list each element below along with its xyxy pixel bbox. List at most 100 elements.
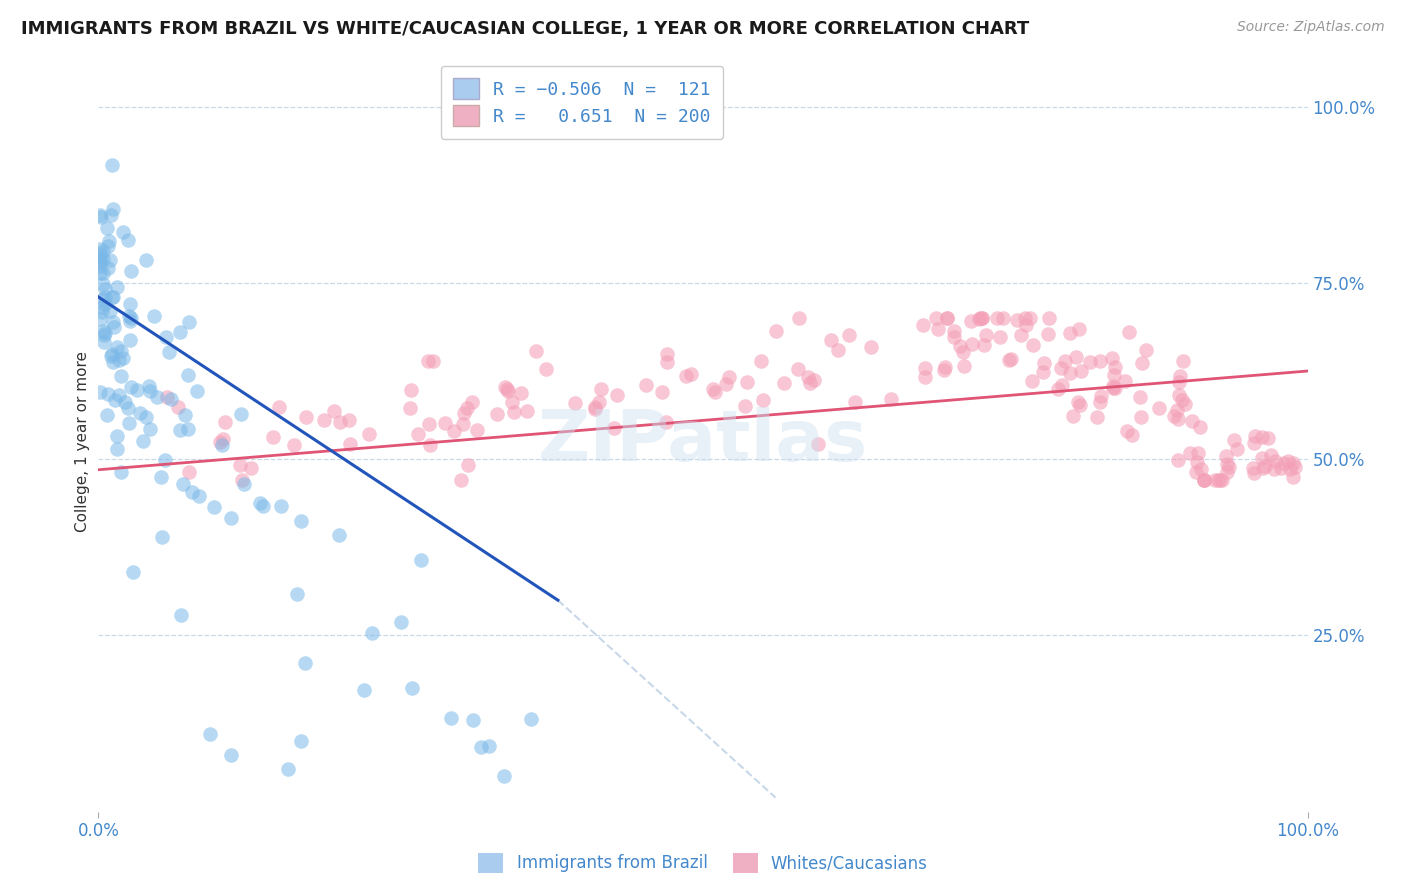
Point [1226, 442, 1249, 457]
Legend: R = −0.506  N =  121, R =   0.651  N = 200: R = −0.506 N = 121, R = 0.651 N = 200 [441, 66, 723, 139]
Point [714, 376, 737, 391]
Point [1264, 454, 1286, 468]
Point [1033, 356, 1056, 370]
Point [986, 311, 1008, 326]
Point [101, 202, 124, 216]
Point [107, 353, 129, 368]
Point [1168, 376, 1191, 390]
Point [239, 461, 262, 475]
Point [534, 361, 557, 376]
Point [1104, 381, 1126, 395]
Point [1069, 398, 1091, 412]
Point [838, 328, 860, 343]
Point [328, 527, 350, 541]
Point [312, 413, 335, 427]
Point [1015, 318, 1038, 332]
Point [277, 763, 299, 777]
Point [90, 211, 112, 225]
Point [457, 458, 479, 472]
Point [1171, 353, 1194, 368]
Point [844, 395, 866, 409]
Point [1215, 449, 1237, 463]
Point [1005, 313, 1028, 327]
Point [108, 388, 131, 402]
Point [486, 408, 509, 422]
Point [1059, 326, 1081, 340]
Point [157, 344, 180, 359]
Point [90, 305, 112, 319]
Point [1163, 409, 1185, 423]
Point [91, 292, 114, 306]
Point [152, 531, 174, 545]
Point [973, 338, 995, 352]
Point [1114, 374, 1136, 388]
Point [232, 476, 254, 491]
Point [1174, 397, 1197, 411]
Point [120, 380, 142, 394]
Point [91, 324, 114, 338]
Point [799, 376, 821, 390]
Point [936, 311, 959, 326]
Point [494, 380, 516, 394]
Point [322, 404, 344, 418]
Point [329, 415, 352, 429]
Point [160, 392, 183, 407]
Point [911, 318, 934, 333]
Point [180, 485, 202, 500]
Point [122, 565, 145, 579]
Point [1130, 356, 1153, 370]
Point [97, 386, 120, 401]
Point [219, 511, 242, 525]
Point [112, 351, 135, 365]
Point [294, 656, 316, 670]
Point [89, 246, 111, 260]
Point [942, 324, 965, 338]
Point [110, 369, 132, 384]
Point [110, 465, 132, 479]
Point [101, 290, 124, 304]
Point [135, 410, 157, 425]
Point [156, 390, 179, 404]
Point [1101, 351, 1123, 365]
Point [1222, 433, 1244, 447]
Point [186, 384, 208, 398]
Point [285, 587, 308, 601]
Point [1204, 473, 1226, 487]
Point [478, 739, 501, 754]
Point [1101, 381, 1123, 395]
Point [1090, 389, 1112, 403]
Point [914, 361, 936, 376]
Point [114, 394, 136, 409]
Point [212, 433, 235, 447]
Point [879, 392, 901, 407]
Point [89, 254, 111, 268]
Point [1070, 364, 1092, 378]
Point [93, 328, 115, 343]
Point [91, 252, 114, 266]
Point [524, 343, 547, 358]
Point [1208, 473, 1230, 487]
Point [202, 500, 225, 514]
Point [1171, 392, 1194, 407]
Point [295, 410, 318, 425]
Point [1166, 403, 1188, 417]
Point [359, 426, 381, 441]
Point [1167, 412, 1189, 426]
Point [419, 438, 441, 452]
Point [1178, 445, 1201, 459]
Point [105, 340, 128, 354]
Point [1088, 354, 1111, 368]
Point [1118, 325, 1140, 339]
Point [101, 355, 124, 369]
Point [1211, 473, 1233, 487]
Point [1167, 453, 1189, 467]
Point [89, 384, 111, 399]
Point [120, 297, 142, 311]
Point [787, 311, 810, 326]
Point [94, 297, 117, 311]
Point [1192, 473, 1215, 487]
Point [1251, 461, 1274, 475]
Point [1250, 430, 1272, 444]
Point [89, 253, 111, 268]
Point [960, 337, 983, 351]
